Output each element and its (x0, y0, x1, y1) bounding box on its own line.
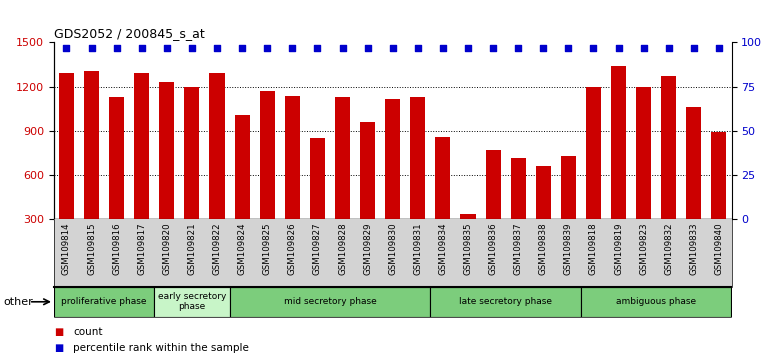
Bar (430, 287, 581, 317)
Text: GSM109826: GSM109826 (288, 223, 296, 275)
Bar (229, 287, 430, 317)
Point (286, 45, 299, 51)
Bar (686, 107, 701, 264)
Point (161, 45, 173, 51)
Text: GSM109835: GSM109835 (464, 223, 473, 275)
Text: proliferative phase: proliferative phase (62, 297, 147, 306)
Point (261, 45, 273, 51)
Point (311, 45, 323, 51)
Point (136, 45, 148, 51)
Bar (435, 137, 450, 264)
Point (537, 45, 550, 51)
Point (487, 45, 499, 51)
Point (663, 45, 675, 51)
Point (211, 45, 223, 51)
Text: GSM109825: GSM109825 (263, 223, 272, 275)
Text: GSM109814: GSM109814 (62, 223, 71, 275)
Bar (84, 71, 99, 264)
Text: GSM109832: GSM109832 (665, 223, 673, 275)
Text: GSM109833: GSM109833 (689, 223, 698, 275)
Bar (235, 115, 249, 264)
Bar (259, 91, 275, 264)
Text: ■: ■ (54, 343, 63, 353)
Text: GSM109834: GSM109834 (438, 223, 447, 275)
Bar (59, 74, 74, 264)
Bar (335, 97, 350, 264)
Point (85, 45, 98, 51)
Text: GSM109818: GSM109818 (589, 223, 598, 275)
Text: GSM109822: GSM109822 (213, 223, 222, 275)
Bar (209, 74, 225, 264)
Bar (561, 156, 576, 264)
Text: GSM109840: GSM109840 (715, 223, 724, 275)
Point (512, 45, 524, 51)
Point (437, 45, 449, 51)
Text: late secretory phase: late secretory phase (459, 297, 552, 306)
Point (588, 45, 600, 51)
Bar (310, 138, 325, 264)
Bar (636, 87, 651, 264)
Point (612, 45, 624, 51)
Text: GSM109824: GSM109824 (238, 223, 246, 275)
Text: GSM109831: GSM109831 (413, 223, 422, 275)
Text: GSM109821: GSM109821 (187, 223, 196, 275)
Text: GSM109816: GSM109816 (112, 223, 121, 275)
Text: GSM109828: GSM109828 (338, 223, 347, 275)
Text: ambiguous phase: ambiguous phase (616, 297, 696, 306)
Point (361, 45, 373, 51)
Text: count: count (73, 327, 102, 337)
Bar (586, 87, 601, 264)
Text: mid secretory phase: mid secretory phase (283, 297, 377, 306)
Bar (109, 97, 124, 264)
Bar (54, 287, 154, 317)
Point (336, 45, 349, 51)
Point (186, 45, 198, 51)
Bar (134, 74, 149, 264)
Point (638, 45, 650, 51)
Text: GSM109830: GSM109830 (388, 223, 397, 275)
Text: GSM109837: GSM109837 (514, 223, 523, 275)
Bar (536, 166, 551, 264)
Text: other: other (4, 297, 34, 307)
Bar (159, 82, 174, 264)
Point (562, 45, 574, 51)
Bar (460, 213, 476, 264)
Text: GSM109820: GSM109820 (162, 223, 172, 275)
Bar (611, 66, 626, 264)
Text: percentile rank within the sample: percentile rank within the sample (73, 343, 249, 353)
Text: GSM109823: GSM109823 (639, 223, 648, 275)
Bar (154, 287, 229, 317)
Bar (285, 96, 300, 264)
Bar (184, 87, 199, 264)
Text: GSM109815: GSM109815 (87, 223, 96, 275)
Point (713, 45, 725, 51)
Point (236, 45, 248, 51)
Text: GSM109827: GSM109827 (313, 223, 322, 275)
Bar (486, 150, 500, 264)
Text: GDS2052 / 200845_s_at: GDS2052 / 200845_s_at (54, 27, 205, 40)
Bar (581, 287, 732, 317)
Text: GSM109839: GSM109839 (564, 223, 573, 275)
Text: early secretory
phase: early secretory phase (158, 292, 226, 312)
Bar (410, 97, 425, 264)
Text: GSM109829: GSM109829 (363, 223, 372, 275)
Text: GSM109819: GSM109819 (614, 223, 623, 275)
Point (412, 45, 424, 51)
Text: GSM109817: GSM109817 (137, 223, 146, 275)
Bar (711, 132, 726, 264)
Point (688, 45, 700, 51)
Point (110, 45, 122, 51)
Point (387, 45, 399, 51)
Point (60, 45, 72, 51)
Bar (511, 158, 526, 264)
Point (462, 45, 474, 51)
Text: ■: ■ (54, 327, 63, 337)
Bar (360, 122, 375, 264)
Bar (661, 76, 676, 264)
Text: GSM109838: GSM109838 (539, 223, 547, 275)
Bar (385, 98, 400, 264)
Text: GSM109836: GSM109836 (489, 223, 497, 275)
